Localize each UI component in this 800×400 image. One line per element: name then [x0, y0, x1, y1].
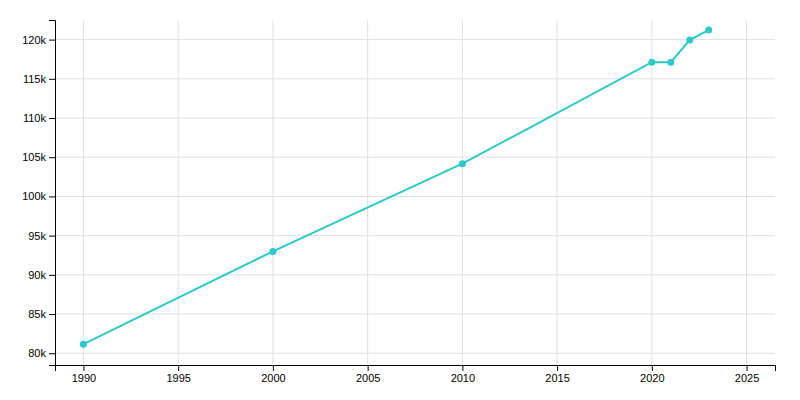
x-tick-label: 2020	[640, 372, 664, 384]
grid-line	[55, 314, 775, 315]
x-tick-mark	[178, 365, 179, 371]
y-tick-label: 90k	[28, 269, 46, 281]
grid-line	[55, 39, 775, 40]
y-tick-mark	[49, 275, 55, 276]
y-tick-mark	[49, 157, 55, 158]
chart: 1990 1995 2000 2005 2010 2015 2020 2025 80k 85k 90…	[0, 0, 800, 400]
point	[80, 341, 87, 348]
point	[269, 248, 276, 255]
y-tick-label: 95k	[28, 230, 46, 242]
grid-line	[55, 196, 775, 197]
grid-line	[367, 20, 368, 365]
x-tick-mark	[83, 365, 84, 371]
x-axis: 1990 1995 2000 2005 2010 2015 2020 2025	[56, 365, 776, 384]
x-tick: 2010	[451, 365, 475, 384]
point	[648, 59, 655, 66]
y-tick: 85k	[28, 308, 55, 320]
grid-line	[55, 235, 775, 236]
point	[459, 160, 466, 167]
y-tick-mark	[49, 236, 55, 237]
y-tick-label: 80k	[28, 347, 46, 359]
grid-line	[83, 20, 84, 365]
point	[667, 59, 674, 66]
y-tick: 80k	[28, 347, 55, 359]
y-tick-mark	[49, 40, 55, 41]
y-tick-label: 120k	[22, 34, 46, 46]
y-tick-mark	[49, 196, 55, 197]
grid-line	[651, 20, 652, 365]
x-tick: 1995	[166, 365, 190, 384]
grid-line	[178, 20, 179, 365]
x-tick-label: 2025	[735, 372, 759, 384]
y-tick-mark	[49, 353, 55, 354]
grid-line	[557, 20, 558, 365]
x-tick: 2020	[640, 365, 664, 384]
grid-line	[746, 20, 747, 365]
grid-line	[272, 20, 273, 365]
grid-line	[55, 353, 775, 354]
y-axis-line	[49, 21, 56, 366]
x-axis-line	[56, 366, 776, 372]
grid-line	[55, 157, 775, 158]
x-tick-label: 2015	[545, 372, 569, 384]
y-tick-label: 100k	[22, 190, 46, 202]
grid-line	[55, 118, 775, 119]
grid	[55, 20, 775, 365]
x-tick-label: 2010	[451, 372, 475, 384]
plot: 1990 1995 2000 2005 2010 2015 2020 2025 80k 85k 90…	[22, 20, 775, 384]
y-tick: 120k	[22, 34, 55, 46]
x-tick-label: 1990	[72, 372, 96, 384]
x-tick: 2000	[261, 365, 285, 384]
y-tick: 110k	[23, 112, 55, 124]
y-tick-mark	[49, 118, 55, 119]
x-tick-mark	[462, 365, 463, 371]
grid-line	[462, 20, 463, 365]
x-tick-mark	[747, 365, 748, 371]
y-tick: 105k	[22, 151, 55, 163]
y-tick-label: 110k	[23, 112, 47, 124]
marks	[80, 26, 712, 347]
line	[83, 30, 708, 344]
x-tick: 2015	[545, 365, 569, 384]
x-tick-label: 2005	[356, 372, 380, 384]
y-tick-label: 115k	[23, 73, 47, 85]
x-tick-mark	[557, 365, 558, 371]
y-tick: 95k	[28, 230, 55, 242]
y-tick-mark	[49, 314, 55, 315]
grid-line	[55, 274, 775, 275]
x-tick: 1990	[72, 365, 96, 384]
point	[705, 26, 712, 33]
x-tick-mark	[652, 365, 653, 371]
y-tick-label: 85k	[28, 308, 46, 320]
x-tick-label: 2000	[261, 372, 285, 384]
y-tick: 100k	[22, 190, 55, 202]
y-tick: 90k	[28, 269, 55, 281]
y-axis: 80k 85k 90k 95k 100k 105k 110k 115k 120k	[22, 21, 55, 366]
x-tick: 2025	[735, 365, 759, 384]
x-tick-mark	[368, 365, 369, 371]
y-tick: 115k	[23, 73, 55, 85]
grid-line	[55, 78, 775, 79]
y-tick-label: 105k	[22, 151, 46, 163]
x-tick: 2005	[356, 365, 380, 384]
y-tick-mark	[49, 79, 55, 80]
x-tick-label: 1995	[166, 372, 190, 384]
x-tick-mark	[273, 365, 274, 371]
point	[686, 37, 693, 44]
